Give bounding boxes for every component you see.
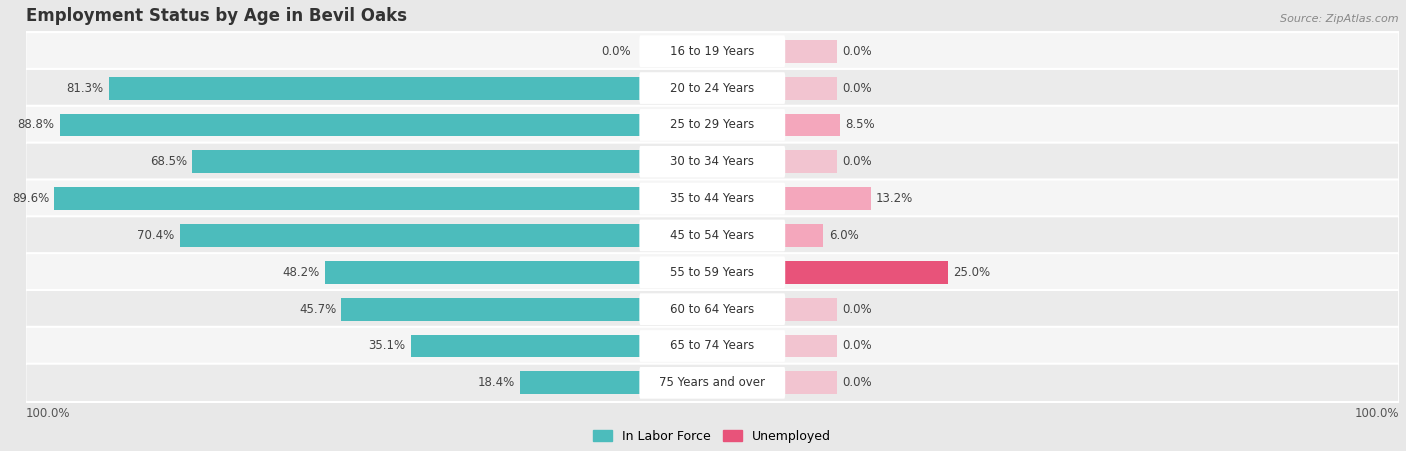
Text: 0.0%: 0.0%	[842, 155, 872, 168]
FancyBboxPatch shape	[25, 143, 1399, 181]
FancyBboxPatch shape	[25, 106, 1399, 144]
Text: 20 to 24 Years: 20 to 24 Years	[671, 82, 755, 95]
FancyBboxPatch shape	[25, 327, 1399, 365]
Text: 70.4%: 70.4%	[138, 229, 174, 242]
Bar	[325, 261, 640, 284]
Text: 35 to 44 Years: 35 to 44 Years	[671, 192, 755, 205]
FancyBboxPatch shape	[640, 367, 785, 399]
FancyBboxPatch shape	[640, 183, 785, 215]
Text: 68.5%: 68.5%	[150, 155, 187, 168]
Bar	[180, 224, 640, 247]
Bar	[193, 150, 640, 173]
Legend: In Labor Force, Unemployed: In Labor Force, Unemployed	[588, 425, 837, 448]
Text: 55 to 59 Years: 55 to 59 Years	[671, 266, 754, 279]
Text: 100.0%: 100.0%	[1354, 407, 1399, 420]
Text: 88.8%: 88.8%	[17, 119, 55, 131]
FancyBboxPatch shape	[25, 216, 1399, 255]
Bar	[785, 261, 948, 284]
Text: 6.0%: 6.0%	[828, 229, 859, 242]
Text: 25.0%: 25.0%	[953, 266, 990, 279]
Text: 8.5%: 8.5%	[845, 119, 875, 131]
Bar	[59, 114, 640, 136]
Bar	[785, 40, 837, 63]
Bar	[785, 150, 837, 173]
Text: 16 to 19 Years: 16 to 19 Years	[671, 45, 755, 58]
Text: Source: ZipAtlas.com: Source: ZipAtlas.com	[1281, 14, 1399, 23]
Text: 0.0%: 0.0%	[842, 340, 872, 353]
Bar	[785, 298, 837, 321]
Text: 35.1%: 35.1%	[368, 340, 405, 353]
Text: 65 to 74 Years: 65 to 74 Years	[671, 340, 755, 353]
Text: 30 to 34 Years: 30 to 34 Years	[671, 155, 754, 168]
Text: Employment Status by Age in Bevil Oaks: Employment Status by Age in Bevil Oaks	[25, 7, 406, 25]
Text: 100.0%: 100.0%	[25, 407, 70, 420]
FancyBboxPatch shape	[25, 364, 1399, 402]
Bar	[108, 77, 640, 100]
Text: 75 Years and over: 75 Years and over	[659, 376, 765, 389]
FancyBboxPatch shape	[25, 69, 1399, 107]
Text: 0.0%: 0.0%	[842, 82, 872, 95]
Text: 18.4%: 18.4%	[478, 376, 515, 389]
Text: 0.0%: 0.0%	[842, 45, 872, 58]
FancyBboxPatch shape	[640, 146, 785, 178]
Bar	[785, 187, 870, 210]
Text: 0.0%: 0.0%	[842, 303, 872, 316]
Bar	[411, 335, 640, 358]
Text: 45.7%: 45.7%	[299, 303, 336, 316]
FancyBboxPatch shape	[640, 109, 785, 141]
FancyBboxPatch shape	[25, 290, 1399, 328]
Bar	[785, 335, 837, 358]
Bar	[342, 298, 640, 321]
FancyBboxPatch shape	[640, 35, 785, 67]
FancyBboxPatch shape	[640, 72, 785, 104]
Text: 48.2%: 48.2%	[283, 266, 319, 279]
FancyBboxPatch shape	[25, 179, 1399, 218]
FancyBboxPatch shape	[640, 220, 785, 251]
Text: 0.0%: 0.0%	[842, 376, 872, 389]
Bar	[55, 187, 640, 210]
Text: 81.3%: 81.3%	[66, 82, 104, 95]
Bar	[785, 372, 837, 394]
Text: 45 to 54 Years: 45 to 54 Years	[671, 229, 755, 242]
Bar	[785, 224, 824, 247]
FancyBboxPatch shape	[640, 293, 785, 325]
Text: 60 to 64 Years: 60 to 64 Years	[671, 303, 755, 316]
Text: 13.2%: 13.2%	[876, 192, 912, 205]
FancyBboxPatch shape	[640, 257, 785, 288]
Text: 0.0%: 0.0%	[600, 45, 630, 58]
FancyBboxPatch shape	[25, 32, 1399, 70]
Text: 89.6%: 89.6%	[11, 192, 49, 205]
Bar	[785, 114, 839, 136]
FancyBboxPatch shape	[640, 330, 785, 362]
FancyBboxPatch shape	[25, 253, 1399, 291]
Text: 25 to 29 Years: 25 to 29 Years	[671, 119, 755, 131]
Bar	[785, 77, 837, 100]
Bar	[520, 372, 640, 394]
